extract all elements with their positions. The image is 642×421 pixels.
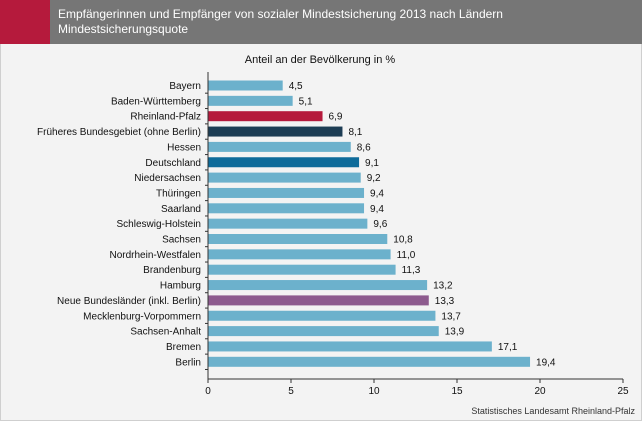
- bar-value-label: 19,4: [536, 357, 556, 368]
- bar: [208, 356, 531, 367]
- category-label: Sachsen-Anhalt: [130, 327, 201, 338]
- bar: [208, 126, 343, 137]
- bar: [208, 157, 360, 168]
- bar: [208, 111, 323, 122]
- bar: [208, 187, 365, 198]
- bar: [208, 141, 351, 152]
- category-label: Deutschland: [145, 158, 201, 169]
- category-label: Schleswig-Holstein: [117, 219, 201, 230]
- category-label: Neue Bundesländer (inkl. Berlin): [57, 296, 201, 307]
- chart-title: Empfängerinnen und Empfänger von soziale…: [58, 7, 633, 37]
- category-label: Nordrhein-Westfalen: [109, 250, 201, 261]
- category-label: Hessen: [167, 142, 201, 153]
- bar-value-label: 9,6: [373, 219, 387, 230]
- bar-value-label: 13,9: [445, 327, 465, 338]
- category-label: Rheinland-Pfalz: [130, 112, 201, 123]
- category-label: Berlin: [175, 357, 201, 368]
- bar: [208, 295, 429, 306]
- bar-value-label: 9,1: [365, 158, 379, 169]
- bar: [208, 95, 293, 106]
- header-bar: [0, 0, 642, 44]
- bar-value-label: 6,9: [329, 112, 343, 123]
- category-label: Mecklenburg-Vorpommern: [83, 311, 201, 322]
- bar-value-label: 17,1: [498, 342, 518, 353]
- bar-value-label: 4,5: [289, 81, 303, 92]
- category-label: Bremen: [166, 342, 201, 353]
- bar: [208, 234, 388, 244]
- bar: [208, 203, 365, 214]
- bar-value-label: 8,6: [357, 142, 371, 153]
- bar: [208, 172, 361, 183]
- category-label: Hamburg: [160, 281, 201, 292]
- bar-value-label: 9,4: [370, 188, 384, 199]
- category-label: Bayern: [169, 81, 201, 92]
- category-label: Baden-Württemberg: [111, 96, 201, 107]
- category-label: Thüringen: [156, 188, 201, 199]
- bar: [208, 326, 439, 337]
- chart-subtitle: Anteil an der Bevölkerung in %: [245, 54, 396, 66]
- category-label: Niedersachsen: [134, 173, 201, 184]
- bar: [208, 80, 283, 91]
- category-label: Brandenburg: [143, 265, 201, 276]
- x-tick-label: 0: [205, 386, 211, 397]
- bar: [208, 264, 396, 275]
- category-label: Saarland: [161, 204, 201, 215]
- bar: [208, 341, 492, 352]
- bar-value-label: 5,1: [299, 96, 313, 107]
- title-line-1: Empfängerinnen und Empfänger von soziale…: [58, 7, 503, 21]
- bar-value-label: 13,7: [441, 311, 461, 322]
- x-tick-label: 20: [534, 386, 546, 397]
- category-label: Früheres Bundesgebiet (ohne Berlin): [37, 127, 201, 138]
- bar-value-label: 13,3: [435, 296, 455, 307]
- x-tick-label: 25: [617, 386, 629, 397]
- bar-value-label: 9,4: [370, 204, 384, 215]
- x-tick-label: 15: [451, 386, 463, 397]
- bar-value-label: 11,3: [402, 265, 421, 276]
- title-line-2: Mindestsicherungsquote: [58, 22, 189, 36]
- x-tick-label: 10: [368, 386, 380, 397]
- header-accent-block: [0, 0, 50, 44]
- bar-value-label: 13,2: [433, 281, 453, 292]
- bar: [208, 218, 368, 229]
- bar-value-label: 8,1: [348, 127, 362, 138]
- bar: [208, 280, 428, 291]
- bar-chart: Anteil an der Bevölkerung in % Bayern 4,5 B…: [37, 54, 629, 397]
- x-tick-label: 5: [288, 386, 294, 397]
- bar-value-label: 10,8: [393, 235, 413, 246]
- bar: [208, 249, 391, 260]
- source-footnote: Statistisches Landesamt Rheinland-Pfalz: [471, 406, 635, 416]
- category-label: Sachsen: [162, 235, 201, 246]
- bar-value-label: 11,0: [397, 250, 416, 261]
- bar: [208, 310, 436, 321]
- bar-value-label: 9,2: [367, 173, 381, 184]
